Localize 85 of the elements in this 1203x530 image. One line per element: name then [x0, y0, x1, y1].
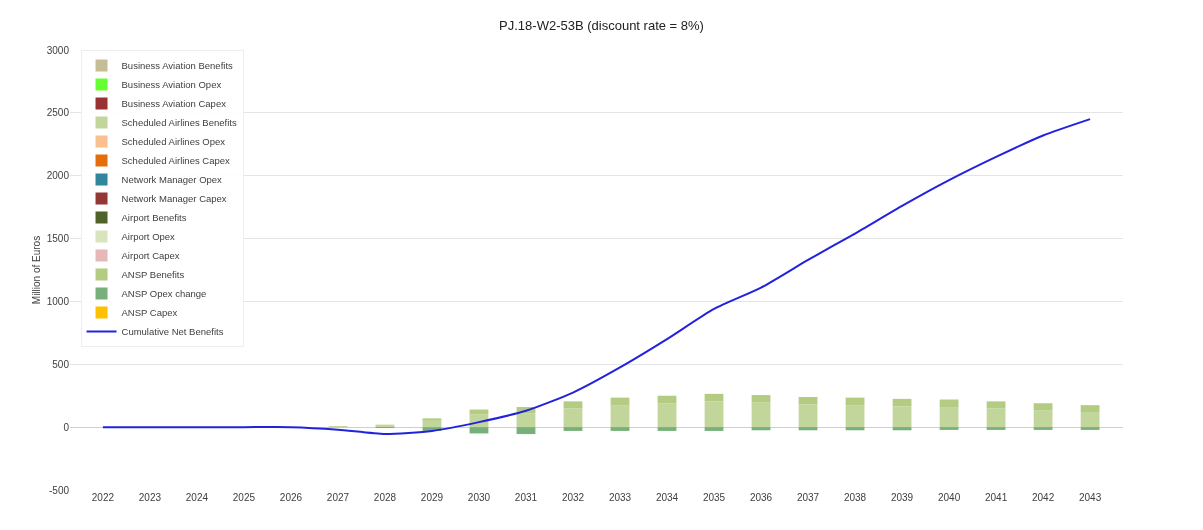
y-axis-title: Million of Euros: [31, 235, 42, 305]
bar: [939, 407, 959, 428]
legend-label: Scheduled Airlines Opex: [121, 136, 226, 148]
legend-label: Network Manager Capex: [121, 193, 227, 205]
legend-label: Business Aviation Opex: [121, 79, 222, 91]
y-tick-label: 500: [52, 358, 70, 370]
y-tick-label: 2000: [46, 170, 70, 182]
x-tick-label: 2027: [326, 492, 350, 503]
legend-label: ANSP Benefits: [121, 269, 185, 281]
bar: [845, 405, 865, 428]
chart-title: PJ.18-W2-53B (discount rate = 8%): [499, 18, 704, 34]
bar: [751, 402, 771, 428]
bar: [798, 396, 818, 405]
x-tick-label: 2037: [796, 492, 820, 503]
bar: [798, 404, 818, 428]
bar: [422, 420, 442, 428]
bar: [563, 401, 583, 409]
legend-label: Airport Opex: [121, 231, 176, 243]
bar: [845, 427, 865, 431]
bar: [1080, 405, 1100, 413]
bar: [939, 399, 959, 408]
bar: [892, 406, 912, 428]
bar: [469, 427, 489, 434]
bar: [516, 413, 536, 428]
legend-label: Cumulative Net Benefits: [121, 326, 224, 338]
bar: [1033, 410, 1053, 428]
x-tick-label: 2031: [514, 492, 538, 503]
x-tick-label: 2038: [843, 492, 867, 503]
bar: [751, 427, 771, 431]
x-tick-label: 2041: [984, 492, 1008, 503]
x-tick-label: 2034: [655, 492, 679, 503]
y-tick-label: 1000: [46, 295, 70, 307]
x-tick-label: 2025: [232, 492, 256, 503]
x-tick-label: 2040: [937, 492, 961, 503]
bar: [704, 427, 724, 431]
bar: [892, 427, 912, 431]
x-tick-label: 2030: [467, 492, 491, 503]
x-tick-label: 2032: [561, 492, 585, 503]
x-tick-label: 2026: [279, 492, 303, 503]
y-tick-label: 3000: [46, 44, 70, 56]
x-tick-label: 2042: [1031, 492, 1055, 503]
bar: [657, 427, 677, 431]
y-tick-label: 0: [63, 421, 70, 433]
legend-label: Scheduled Airlines Capex: [121, 155, 231, 167]
legend-label: ANSP Opex change: [121, 288, 207, 300]
bar: [704, 401, 724, 428]
bar: [1080, 412, 1100, 428]
bar: [751, 395, 771, 403]
bar: [986, 427, 1006, 430]
x-tick-label: 2036: [749, 492, 773, 503]
bar: [1033, 403, 1053, 411]
x-tick-label: 2035: [702, 492, 726, 503]
line-series: [101, 118, 1092, 436]
bar: [516, 427, 536, 435]
legend-label: Business Aviation Capex: [121, 98, 227, 110]
legend-label: Airport Capex: [121, 250, 180, 262]
bar: [1033, 427, 1053, 430]
bar: [798, 427, 818, 431]
legend-label: Scheduled Airlines Benefits: [121, 117, 237, 129]
x-tick-label: 2028: [373, 492, 397, 503]
bar: [422, 418, 442, 421]
bar: [563, 427, 583, 431]
legend-label: ANSP Capex: [121, 307, 178, 319]
bar: [610, 405, 630, 428]
x-tick-label: 2024: [185, 492, 209, 503]
y-tick-label: -500: [48, 484, 70, 496]
bar: [657, 403, 677, 428]
x-tick-label: 2022: [91, 492, 115, 503]
y-tick-label: 2500: [46, 107, 70, 119]
bar: [563, 408, 583, 428]
legend-label: Business Aviation Benefits: [121, 60, 234, 72]
legend-label: Network Manager Opex: [121, 174, 223, 186]
bar: [986, 401, 1006, 409]
bar: [610, 427, 630, 431]
x-tick-label: 2029: [420, 492, 444, 503]
x-tick-label: 2023: [138, 492, 162, 503]
x-tick-label: 2039: [890, 492, 914, 503]
bar: [469, 409, 489, 415]
x-tick-label: 2043: [1078, 492, 1102, 503]
bar: [986, 408, 1006, 428]
x-tick-label: 2033: [608, 492, 632, 503]
bar: [1080, 427, 1100, 430]
bar: [939, 427, 959, 430]
legend-label: Airport Benefits: [121, 212, 187, 224]
y-tick-label: 1500: [46, 233, 70, 245]
